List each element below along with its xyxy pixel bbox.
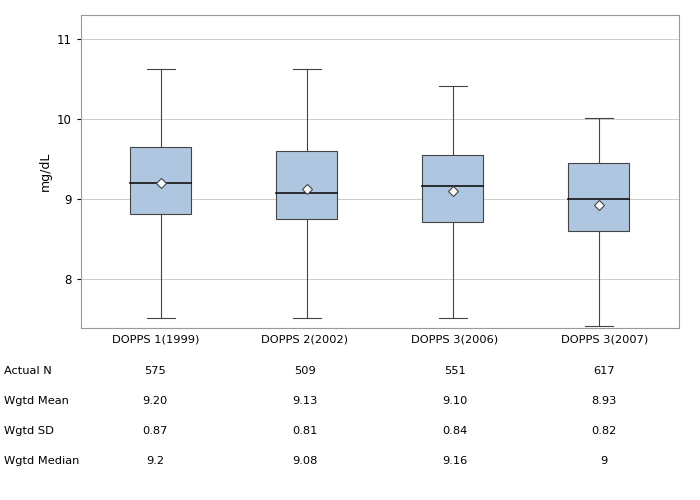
Text: 9.20: 9.20 [143, 396, 168, 406]
Text: 9.13: 9.13 [293, 396, 318, 406]
Text: DOPPS 3(2007): DOPPS 3(2007) [561, 335, 648, 345]
Text: DOPPS 3(2006): DOPPS 3(2006) [411, 335, 498, 345]
Text: 0.81: 0.81 [293, 426, 318, 436]
Text: DOPPS 1(1999): DOPPS 1(1999) [111, 335, 199, 345]
Text: 509: 509 [294, 366, 316, 376]
Text: 575: 575 [144, 366, 166, 376]
Text: DOPPS 2(2002): DOPPS 2(2002) [261, 335, 349, 345]
Bar [568, 163, 629, 232]
Text: 8.93: 8.93 [592, 396, 617, 406]
Text: Wgtd Median: Wgtd Median [4, 456, 79, 466]
Bar [422, 155, 484, 222]
Text: 9: 9 [601, 456, 608, 466]
Text: Wgtd SD: Wgtd SD [4, 426, 53, 436]
Bar [276, 151, 337, 220]
Text: 617: 617 [594, 366, 615, 376]
Text: 9.16: 9.16 [442, 456, 467, 466]
Text: Wgtd Mean: Wgtd Mean [4, 396, 69, 406]
Text: Actual N: Actual N [4, 366, 51, 376]
Text: 9.2: 9.2 [146, 456, 164, 466]
Text: 0.87: 0.87 [143, 426, 168, 436]
Bar [130, 147, 191, 214]
Text: 551: 551 [444, 366, 466, 376]
Text: 9.10: 9.10 [442, 396, 468, 406]
Text: 9.08: 9.08 [293, 456, 318, 466]
Text: 0.84: 0.84 [442, 426, 467, 436]
Y-axis label: mg/dL: mg/dL [39, 152, 52, 191]
Text: 0.82: 0.82 [592, 426, 617, 436]
